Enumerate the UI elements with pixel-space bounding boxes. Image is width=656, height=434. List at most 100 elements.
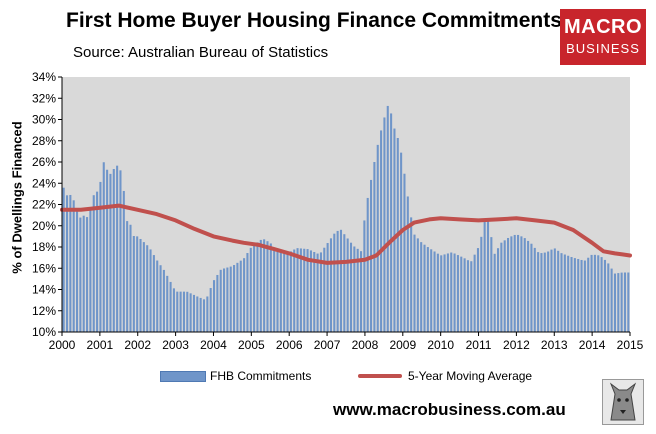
bar	[89, 207, 92, 332]
wolf-mascot-icon	[602, 379, 644, 425]
bar	[152, 255, 155, 332]
bar	[393, 128, 396, 332]
bar	[333, 233, 336, 332]
bar	[613, 273, 616, 332]
bar	[376, 144, 379, 332]
bar	[607, 263, 610, 332]
bar	[493, 253, 496, 332]
bar	[540, 253, 543, 332]
bar	[336, 230, 339, 332]
bar	[149, 249, 152, 332]
x-tick-label: 2011	[466, 338, 492, 352]
footer-url: www.macrobusiness.com.au	[333, 400, 566, 419]
bar	[116, 165, 119, 332]
bar	[249, 247, 252, 332]
bar	[139, 238, 142, 332]
bar	[400, 152, 403, 333]
bar	[229, 266, 232, 332]
bar	[276, 251, 279, 332]
bar	[446, 253, 449, 332]
bar	[433, 251, 436, 332]
bar	[313, 251, 316, 332]
bar	[219, 269, 222, 332]
bar	[62, 187, 65, 332]
bar	[186, 291, 189, 332]
legend-item-line: 5-Year Moving Average	[358, 369, 532, 383]
bar	[473, 254, 476, 332]
macrobusiness-logo: MACRO BUSINESS	[560, 9, 646, 65]
bar	[440, 255, 443, 332]
bar	[360, 251, 363, 332]
x-tick-label: 2010	[427, 338, 454, 352]
bar	[366, 197, 369, 332]
bar	[346, 238, 349, 332]
bar	[533, 247, 536, 332]
bar	[72, 200, 75, 332]
bar	[162, 269, 165, 332]
bar	[456, 255, 459, 332]
bar	[603, 259, 606, 332]
y-tick-label: 10%	[32, 325, 56, 339]
bar	[99, 181, 102, 332]
bar	[269, 243, 272, 332]
bar	[169, 281, 172, 332]
y-tick-label: 28%	[32, 134, 56, 148]
y-tick-label: 20%	[32, 219, 56, 233]
bar	[486, 220, 490, 332]
bar	[627, 272, 630, 332]
logo-line-2: BUSINESS	[566, 41, 640, 56]
bar	[256, 242, 259, 332]
bar	[380, 130, 383, 332]
x-tick-label: 2003	[162, 338, 189, 352]
logo-line-1: MACRO	[563, 16, 643, 38]
bar	[413, 234, 416, 332]
bar	[597, 255, 600, 332]
bar	[296, 248, 299, 332]
y-tick-label: 14%	[32, 283, 56, 297]
bar	[189, 293, 192, 332]
legend-swatch-bars	[160, 370, 206, 382]
bar	[530, 243, 533, 332]
legend-label-bars: FHB Commitments	[210, 369, 312, 383]
bar	[570, 257, 573, 332]
bar	[507, 237, 510, 332]
bar	[223, 268, 226, 332]
y-tick-label: 18%	[32, 240, 56, 254]
bar	[453, 253, 456, 332]
bar	[563, 254, 566, 332]
x-tick-label: 2005	[238, 338, 265, 352]
axes-layer: 10% 12% 14% 16% 18% 20% 22% 24% 26% 28% 30% 32% 34% 2…	[32, 70, 644, 352]
bar	[166, 275, 169, 332]
bars-layer	[62, 105, 630, 333]
x-tick-label: 2015	[617, 338, 644, 352]
bar	[96, 191, 99, 332]
bar	[537, 252, 540, 332]
bar	[406, 196, 409, 332]
bar	[246, 253, 249, 332]
x-tick-label: 2008	[352, 338, 379, 352]
bar	[309, 250, 312, 332]
bar	[623, 272, 627, 332]
bar	[560, 253, 563, 332]
bar	[109, 173, 112, 333]
bar	[557, 250, 560, 332]
bar	[527, 240, 530, 332]
bar	[236, 262, 239, 332]
bar	[583, 260, 586, 332]
bar	[239, 260, 242, 332]
bar	[136, 236, 139, 333]
bar	[303, 248, 306, 332]
bar	[470, 261, 473, 332]
bar	[86, 217, 89, 332]
bar	[553, 248, 556, 332]
bar	[65, 195, 69, 332]
x-tick-label: 2004	[200, 338, 227, 352]
bar	[403, 173, 406, 332]
bar	[343, 234, 346, 332]
bar	[172, 288, 175, 332]
x-tick-label: 2001	[87, 338, 114, 352]
legend-label-line: 5-Year Moving Average	[408, 369, 533, 383]
x-tick-label: 2007	[314, 338, 341, 352]
bar	[146, 245, 149, 332]
bar	[466, 260, 469, 332]
